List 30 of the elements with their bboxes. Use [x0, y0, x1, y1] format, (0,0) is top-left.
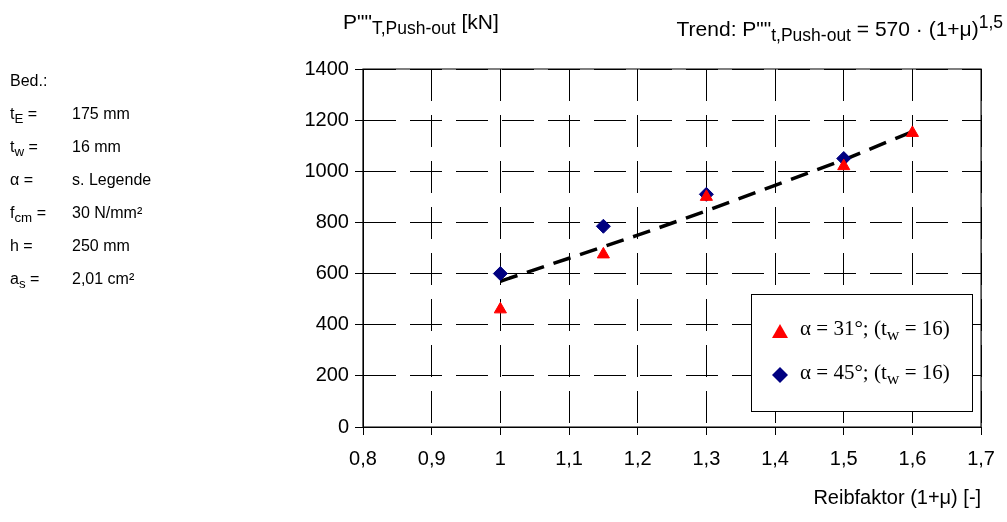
y-tick-label: 800	[315, 209, 349, 232]
text: α = s. Legende	[10, 171, 152, 188]
y-tick-label: 0	[337, 414, 349, 437]
x-tick-label: 0,8	[349, 446, 377, 469]
y-tick-label: 200	[315, 363, 349, 386]
text: f$_{cm}$ = 30 N/mm²	[10, 204, 143, 226]
y-tick-label: 400	[315, 312, 349, 335]
x-tick-label: 1,1	[555, 446, 583, 469]
x-tick-label: 0,9	[417, 446, 446, 469]
legend-label: α = 31°; (t$_{w}$ = 16)	[800, 316, 950, 346]
y-tick-label: 600	[315, 261, 349, 284]
x-tick-label: 1,5	[829, 446, 858, 469]
x-tick-label: 1,7	[967, 446, 995, 469]
text: t$_{w}$ = 16 mm	[10, 138, 121, 160]
text: t$_{E}$ = 175 mm	[10, 105, 130, 127]
x-axis-title: Reibfaktor (1+μ) [-]	[813, 486, 982, 509]
x-tick-label: 1	[494, 446, 506, 469]
x-tick-label: 1,4	[761, 446, 789, 469]
y-axis-title: P""$_{T,Push-out}$ [kN]	[343, 10, 499, 40]
x-tick-label: 1,6	[898, 446, 927, 469]
y-tick-label: 1000	[304, 158, 349, 181]
text: Trend: P""$_{t,Push-out}$ = 570 · (1+μ)$^{1,5}$	[676, 12, 1003, 47]
x-tick-label: 1,2	[623, 446, 652, 469]
legend-label: α = 45°; (t$_{w}$ = 16)	[800, 360, 950, 390]
text: a$_{s}$ = 2,01 cm²	[10, 270, 135, 292]
y-tick-label: 1400	[304, 56, 349, 79]
text: h = 250 mm	[10, 237, 130, 254]
text: Bed.:	[10, 72, 49, 91]
y-tick-label: 1200	[304, 107, 349, 130]
x-tick-label: 1,3	[692, 446, 721, 469]
